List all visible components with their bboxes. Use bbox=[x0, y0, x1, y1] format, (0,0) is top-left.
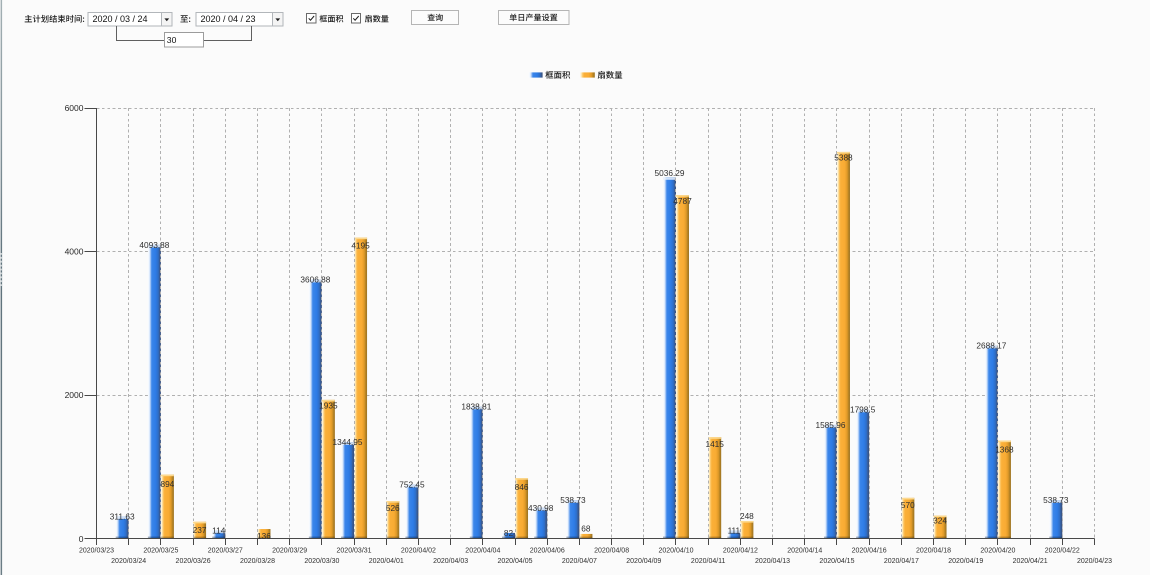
svg-text:526: 526 bbox=[386, 503, 400, 513]
svg-text:2020/04/07: 2020/04/07 bbox=[562, 558, 597, 565]
svg-text:4093.88: 4093.88 bbox=[139, 240, 169, 250]
svg-text:2020/04/18: 2020/04/18 bbox=[916, 548, 951, 555]
svg-text:1838.81: 1838.81 bbox=[461, 402, 491, 412]
svg-text:2020/03/29: 2020/03/29 bbox=[272, 548, 307, 555]
svg-text:114: 114 bbox=[212, 526, 226, 536]
svg-text:2020/04/01: 2020/04/01 bbox=[369, 558, 404, 565]
svg-text:2020/04/22: 2020/04/22 bbox=[1045, 548, 1080, 555]
svg-text:2020/04/23: 2020/04/23 bbox=[1077, 558, 1112, 565]
svg-text:2020/04/08: 2020/04/08 bbox=[594, 548, 629, 555]
svg-text:324: 324 bbox=[933, 515, 947, 525]
svg-text:2020/04/14: 2020/04/14 bbox=[787, 548, 822, 555]
svg-text:2020/03/26: 2020/03/26 bbox=[176, 558, 211, 565]
svg-text:1585.96: 1585.96 bbox=[815, 420, 845, 430]
svg-text:82: 82 bbox=[504, 528, 514, 538]
svg-text:2020/04/10: 2020/04/10 bbox=[658, 548, 693, 555]
svg-text:2020/04/09: 2020/04/09 bbox=[626, 558, 661, 565]
svg-text:1344.95: 1344.95 bbox=[333, 437, 363, 447]
svg-text:5388: 5388 bbox=[834, 152, 853, 162]
svg-text:2020/04/17: 2020/04/17 bbox=[884, 558, 919, 565]
svg-text:430.98: 430.98 bbox=[528, 503, 554, 513]
svg-text:1798.5: 1798.5 bbox=[850, 405, 876, 415]
svg-text:846: 846 bbox=[515, 482, 529, 492]
svg-text:2020/04/12: 2020/04/12 bbox=[723, 548, 758, 555]
svg-text:2020/04/20: 2020/04/20 bbox=[980, 548, 1015, 555]
svg-text:752.45: 752.45 bbox=[399, 480, 425, 490]
svg-text:2020 / 03 / 24: 2020 / 03 / 24 bbox=[93, 14, 148, 24]
svg-text:2020/03/23: 2020/03/23 bbox=[79, 548, 114, 555]
svg-text:2020/04/04: 2020/04/04 bbox=[465, 548, 500, 555]
svg-text:2020/04/19: 2020/04/19 bbox=[948, 558, 983, 565]
svg-text:2020 / 04 / 23: 2020 / 04 / 23 bbox=[201, 14, 256, 24]
svg-text:2020/04/03: 2020/04/03 bbox=[433, 558, 468, 565]
svg-text:2020/03/27: 2020/03/27 bbox=[208, 548, 243, 555]
svg-text:2020/03/24: 2020/03/24 bbox=[111, 558, 146, 565]
svg-text:1415: 1415 bbox=[705, 439, 724, 449]
svg-text:3606.88: 3606.88 bbox=[300, 275, 330, 285]
svg-text:111: 111 bbox=[728, 526, 741, 536]
svg-text:1368: 1368 bbox=[995, 444, 1014, 454]
svg-text:0: 0 bbox=[79, 534, 84, 544]
svg-text:2688.17: 2688.17 bbox=[976, 341, 1006, 351]
svg-text:311.63: 311.63 bbox=[110, 511, 135, 521]
svg-text:237: 237 bbox=[193, 525, 207, 535]
svg-text:136: 136 bbox=[257, 531, 271, 541]
svg-text:2020/03/28: 2020/03/28 bbox=[240, 558, 275, 565]
svg-text:4195: 4195 bbox=[351, 241, 370, 251]
svg-text:2020/03/25: 2020/03/25 bbox=[143, 548, 178, 555]
svg-text:2020/04/16: 2020/04/16 bbox=[852, 548, 887, 555]
svg-text:248: 248 bbox=[740, 511, 754, 521]
svg-text:2020/03/30: 2020/03/30 bbox=[304, 558, 339, 565]
svg-text:2020/04/11: 2020/04/11 bbox=[691, 558, 726, 565]
svg-text:68: 68 bbox=[581, 523, 591, 533]
svg-text:2020/04/02: 2020/04/02 bbox=[401, 548, 436, 555]
svg-text:2020/04/21: 2020/04/21 bbox=[1013, 558, 1048, 565]
svg-text:1935: 1935 bbox=[319, 400, 338, 410]
svg-text:4787: 4787 bbox=[673, 196, 692, 206]
svg-text:538.73: 538.73 bbox=[1043, 495, 1069, 505]
svg-text:2020/04/13: 2020/04/13 bbox=[755, 558, 790, 565]
svg-text:2020/03/31: 2020/03/31 bbox=[337, 548, 372, 555]
svg-text:894: 894 bbox=[160, 479, 174, 489]
svg-text:570: 570 bbox=[901, 500, 915, 510]
svg-text:30: 30 bbox=[167, 35, 177, 45]
svg-text:2020/04/05: 2020/04/05 bbox=[497, 558, 532, 565]
svg-text:2020/04/15: 2020/04/15 bbox=[819, 558, 854, 565]
svg-text:2000: 2000 bbox=[65, 390, 84, 400]
svg-text:2020/04/06: 2020/04/06 bbox=[530, 548, 565, 555]
svg-text:4000: 4000 bbox=[65, 247, 84, 257]
svg-text:6000: 6000 bbox=[65, 103, 84, 113]
svg-text:538.73: 538.73 bbox=[560, 495, 586, 505]
svg-text:5036.29: 5036.29 bbox=[654, 168, 684, 178]
